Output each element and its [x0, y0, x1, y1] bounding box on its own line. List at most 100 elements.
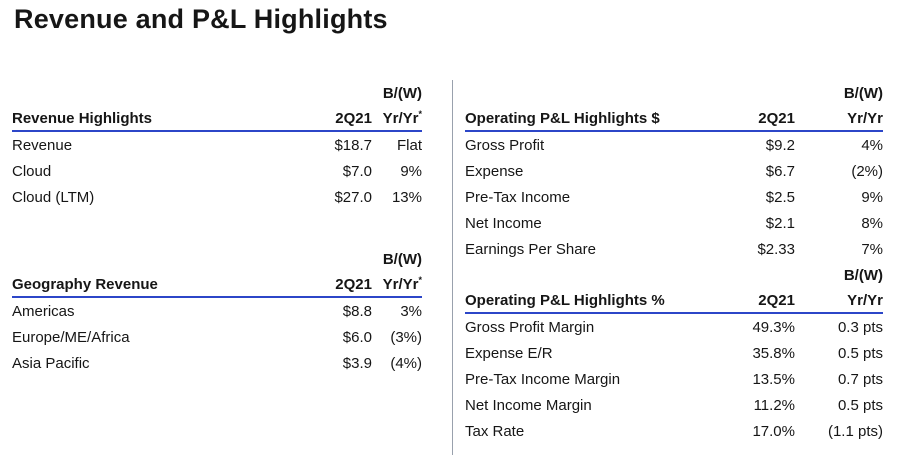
- value-2q21: $3.9: [342, 354, 372, 372]
- row-label: Europe/ME/Africa: [12, 328, 130, 346]
- column-divider: [452, 80, 453, 455]
- value-2q21: $7.0: [342, 162, 372, 180]
- column-header-2q21: 2Q21: [335, 109, 372, 127]
- bw-label: B/(W): [843, 266, 883, 284]
- table-operating-pnl-percent: B/(W) Operating P&L Highlights % 2Q21 Yr…: [465, 262, 883, 444]
- table-header-row: Geography Revenue 2Q21 Yr/Yr*: [12, 272, 422, 298]
- value-yoy: 0.3 pts: [837, 318, 883, 336]
- bw-header-row: B/(W): [12, 246, 422, 272]
- value-2q21: $2.1: [765, 214, 795, 232]
- table-header-row: Operating P&L Highlights % 2Q21 Yr/Yr: [465, 288, 883, 314]
- row-label: Gross Profit Margin: [465, 318, 595, 336]
- yoy-label: Yr/Yr: [382, 109, 419, 127]
- table-row: Pre-Tax Income Margin 13.5% 0.7 pts: [465, 366, 883, 392]
- value-2q21: $6.0: [342, 328, 372, 346]
- bw-header-row: B/(W): [465, 262, 883, 288]
- table-header-label: Operating P&L Highlights $: [465, 109, 660, 127]
- table-row: Net Income Margin 11.2% 0.5 pts: [465, 392, 883, 418]
- value-2q21: $27.0: [334, 188, 372, 206]
- value-yoy: 0.7 pts: [837, 370, 883, 388]
- row-label: Expense: [465, 162, 524, 180]
- value-yoy: 7%: [861, 240, 883, 258]
- column-header-2q21: 2Q21: [335, 275, 372, 293]
- table-row: Asia Pacific $3.9 (4%): [12, 350, 422, 376]
- row-label: Expense E/R: [465, 344, 553, 362]
- column-header-yoy: Yr/Yr*: [372, 108, 422, 127]
- table-row: Earnings Per Share $2.33 7%: [465, 236, 883, 262]
- row-label: Pre-Tax Income: [465, 188, 571, 206]
- table-row: Gross Profit Margin 49.3% 0.3 pts: [465, 314, 883, 340]
- value-2q21: 17.0%: [752, 422, 795, 440]
- row-label: Net Income: [465, 214, 542, 232]
- row-label: Tax Rate: [465, 422, 525, 440]
- column-header-2q21: 2Q21: [758, 109, 795, 127]
- value-2q21: $9.2: [765, 136, 795, 154]
- table-header-label: Geography Revenue: [12, 275, 158, 293]
- value-yoy: 0.5 pts: [837, 396, 883, 414]
- table-revenue-highlights: B/(W) Revenue Highlights 2Q21 Yr/Yr* Rev…: [12, 80, 422, 210]
- table-operating-pnl-dollars: B/(W) Operating P&L Highlights $ 2Q21 Yr…: [465, 80, 883, 262]
- value-yoy: Flat: [396, 136, 422, 154]
- row-label: Cloud (LTM): [12, 188, 95, 206]
- column-header-yoy: Yr/Yr*: [372, 274, 422, 293]
- left-column: B/(W) Revenue Highlights 2Q21 Yr/Yr* Rev…: [12, 80, 422, 376]
- footnote-asterisk: *: [418, 108, 422, 119]
- row-label: Earnings Per Share: [465, 240, 596, 258]
- value-yoy: 3%: [400, 302, 422, 320]
- row-label: Cloud: [12, 162, 52, 180]
- table-header-row: Operating P&L Highlights $ 2Q21 Yr/Yr: [465, 106, 883, 132]
- value-yoy: (2%): [851, 162, 883, 180]
- row-label: Gross Profit: [465, 136, 545, 154]
- value-yoy: 9%: [861, 188, 883, 206]
- value-2q21: $2.33: [757, 240, 795, 258]
- row-label: Pre-Tax Income Margin: [465, 370, 621, 388]
- table-row: Expense E/R 35.8% 0.5 pts: [465, 340, 883, 366]
- value-2q21: 13.5%: [752, 370, 795, 388]
- table-row: Europe/ME/Africa $6.0 (3%): [12, 324, 422, 350]
- table-header-label: Revenue Highlights: [12, 109, 153, 127]
- table-header-label: Operating P&L Highlights %: [465, 291, 665, 309]
- bw-header-row: B/(W): [12, 80, 422, 106]
- table-row: Expense $6.7 (2%): [465, 158, 883, 184]
- value-2q21: 49.3%: [752, 318, 795, 336]
- value-yoy: (1.1 pts): [827, 422, 883, 440]
- value-2q21: $8.8: [342, 302, 372, 320]
- bw-label: B/(W): [382, 250, 422, 268]
- column-header-2q21: 2Q21: [758, 291, 795, 309]
- table-row: Cloud (LTM) $27.0 13%: [12, 184, 422, 210]
- table-row: Tax Rate 17.0% (1.1 pts): [465, 418, 883, 444]
- value-yoy: 0.5 pts: [837, 344, 883, 362]
- value-yoy: 4%: [861, 136, 883, 154]
- value-yoy: (3%): [390, 328, 422, 346]
- table-row: Pre-Tax Income $2.5 9%: [465, 184, 883, 210]
- bw-label: B/(W): [382, 84, 422, 102]
- table-header-row: Revenue Highlights 2Q21 Yr/Yr*: [12, 106, 422, 132]
- table-row: Cloud $7.0 9%: [12, 158, 422, 184]
- value-yoy: (4%): [390, 354, 422, 372]
- value-yoy: 9%: [400, 162, 422, 180]
- value-yoy: 8%: [861, 214, 883, 232]
- bw-header-row: B/(W): [465, 80, 883, 106]
- row-label: Americas: [12, 302, 75, 320]
- value-2q21: $6.7: [765, 162, 795, 180]
- bw-label: B/(W): [843, 84, 883, 102]
- table-row: Net Income $2.1 8%: [465, 210, 883, 236]
- value-2q21: $18.7: [334, 136, 372, 154]
- column-header-yoy: Yr/Yr: [847, 109, 883, 127]
- right-column: B/(W) Operating P&L Highlights $ 2Q21 Yr…: [465, 80, 883, 444]
- row-label: Revenue: [12, 136, 73, 154]
- value-2q21: $2.5: [765, 188, 795, 206]
- table-row: Americas $8.8 3%: [12, 298, 422, 324]
- table-row: Revenue $18.7 Flat: [12, 132, 422, 158]
- page-title: Revenue and P&L Highlights: [14, 4, 388, 34]
- yoy-label: Yr/Yr: [382, 275, 419, 293]
- table-geography-revenue: B/(W) Geography Revenue 2Q21 Yr/Yr* Amer…: [12, 246, 422, 376]
- footnote-asterisk: *: [418, 274, 422, 285]
- column-header-yoy: Yr/Yr: [847, 291, 883, 309]
- row-label: Asia Pacific: [12, 354, 90, 372]
- value-2q21: 11.2%: [753, 396, 795, 414]
- table-row: Gross Profit $9.2 4%: [465, 132, 883, 158]
- row-label: Net Income Margin: [465, 396, 592, 414]
- value-yoy: 13%: [391, 188, 422, 206]
